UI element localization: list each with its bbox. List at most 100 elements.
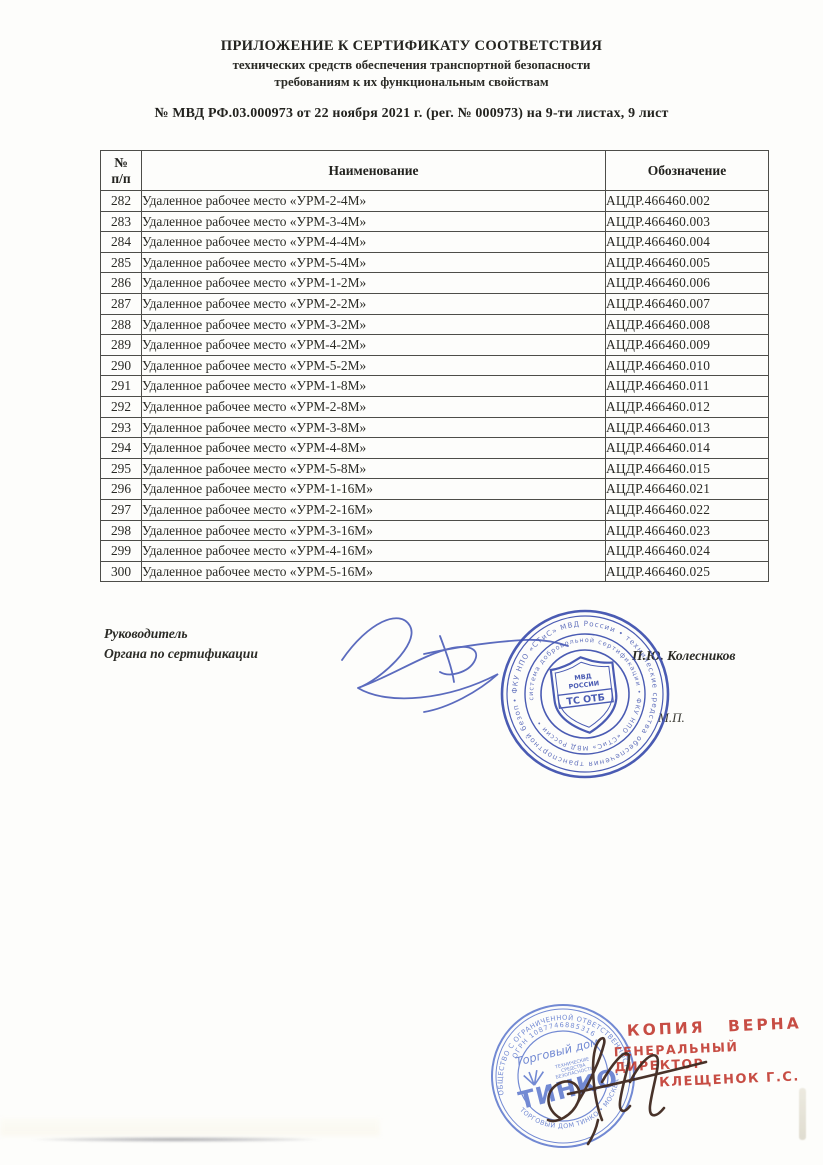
- row-number-cell: 300: [100, 560, 142, 583]
- column-header-num-line2: п/п: [111, 170, 131, 186]
- table-row: 300 Удаленное рабочее место «УРМ-5-16М» …: [100, 560, 769, 583]
- row-number-cell: 284: [100, 231, 142, 253]
- row-name-cell: Удаленное рабочее место «УРМ-1-8М»: [141, 375, 606, 397]
- role-label-line1: Руководитель: [104, 626, 188, 641]
- scan-tint-artifact: [0, 1118, 380, 1136]
- equipment-table: № п/п Наименование Обозначение 282 Удале…: [100, 150, 769, 583]
- table-row: 294 Удаленное рабочее место «УРМ-4-8М» А…: [100, 437, 769, 459]
- row-name-cell: Удаленное рабочее место «УРМ-5-2М»: [141, 354, 606, 377]
- stamp-shield-mid-text: РОССИИ: [568, 679, 599, 691]
- table-row: 286 Удаленное рабочее место «УРМ-1-2М» А…: [100, 272, 769, 294]
- row-designation-cell: АЦДР.466460.011: [605, 375, 769, 397]
- row-number-cell: 285: [100, 251, 142, 274]
- stamp-shield: МВД РОССИИ ТС ОТБ: [549, 656, 618, 734]
- table-row: 282 Удаленное рабочее место «УРМ-2-4М» А…: [100, 190, 769, 212]
- table-body: 282 Удаленное рабочее место «УРМ-2-4М» А…: [100, 190, 769, 583]
- row-designation-cell: АЦДР.466460.024: [605, 540, 769, 562]
- table-row: 295 Удаленное рабочее место «УРМ-5-8М» А…: [100, 457, 769, 480]
- row-number-cell: 283: [100, 210, 142, 233]
- column-header-num-line1: №: [114, 154, 128, 170]
- table-row: 287 Удаленное рабочее место «УРМ-2-2М» А…: [100, 292, 769, 315]
- row-name-cell: Удаленное рабочее место «УРМ-5-16М»: [141, 560, 606, 583]
- table-row: 285 Удаленное рабочее место «УРМ-5-4М» А…: [100, 251, 769, 274]
- row-name-cell: Удаленное рабочее место «УРМ-2-8М»: [141, 395, 606, 418]
- row-name-cell: Удаленное рабочее место «УРМ-5-4М»: [141, 251, 606, 274]
- row-number-cell: 292: [100, 395, 142, 418]
- tinko-logo-rays-icon: [523, 1070, 545, 1086]
- row-designation-cell: АЦДР.466460.025: [605, 560, 769, 583]
- row-designation-cell: АЦДР.466460.009: [605, 334, 769, 356]
- row-number-cell: 299: [100, 540, 142, 562]
- row-designation-cell: АЦДР.466460.002: [605, 190, 769, 212]
- page-subtitle-2: требованиям к их функциональным свойства…: [274, 75, 549, 89]
- table-row: 284 Удаленное рабочее место «УРМ-4-4М» А…: [100, 231, 769, 253]
- row-designation-cell: АЦДР.466460.004: [605, 231, 769, 253]
- table-row: 288 Удаленное рабочее место «УРМ-3-2М» А…: [100, 313, 769, 336]
- mvd-certification-stamp: • ФКУ НПО «СТиС» МВД России • технически…: [500, 609, 670, 779]
- row-designation-cell: АЦДР.466460.003: [605, 210, 769, 233]
- row-designation-cell: АЦДР.466460.022: [605, 498, 769, 521]
- table-row: 289 Удаленное рабочее место «УРМ-4-2М» А…: [100, 334, 769, 356]
- page-title: ПРИЛОЖЕНИЕ К СЕРТИФИКАТУ СООТВЕТСТВИЯ: [220, 38, 603, 54]
- stamp-shield-band-text: ТС ОТБ: [566, 692, 606, 708]
- row-number-cell: 298: [100, 519, 142, 542]
- row-name-cell: Удаленное рабочее место «УРМ-2-2М»: [141, 292, 606, 315]
- row-designation-cell: АЦДР.466460.007: [605, 292, 769, 315]
- row-number-cell: 293: [100, 416, 142, 439]
- row-name-cell: Удаленное рабочее место «УРМ-4-8М»: [141, 437, 606, 459]
- row-number-cell: 290: [100, 354, 142, 377]
- stamp-shield-top-text: МВД: [574, 672, 592, 682]
- row-name-cell: Удаленное рабочее место «УРМ-2-16М»: [141, 498, 606, 521]
- row-number-cell: 295: [100, 457, 142, 480]
- row-designation-cell: АЦДР.466460.008: [605, 313, 769, 336]
- table-row: 292 Удаленное рабочее место «УРМ-2-8М» А…: [100, 395, 769, 418]
- row-name-cell: Удаленное рабочее место «УРМ-2-4М»: [141, 190, 606, 212]
- row-designation-cell: АЦДР.466460.013: [605, 416, 769, 439]
- row-number-cell: 288: [100, 313, 142, 336]
- row-designation-cell: АЦДР.466460.021: [605, 478, 769, 500]
- director-signature: [546, 1036, 708, 1146]
- column-header-designation: Обозначение: [605, 150, 769, 191]
- scan-shadow-artifact: [0, 1136, 392, 1143]
- row-number-cell: 294: [100, 437, 142, 459]
- row-name-cell: Удаленное рабочее место «УРМ-3-2М»: [141, 313, 606, 336]
- row-number-cell: 289: [100, 334, 142, 356]
- certificate-number-line: № МВД РФ.03.000973 от 22 ноября 2021 г. …: [154, 106, 669, 121]
- row-name-cell: Удаленное рабочее место «УРМ-1-16М»: [141, 478, 606, 500]
- row-number-cell: 296: [100, 478, 142, 500]
- table-row: 290 Удаленное рабочее место «УРМ-5-2М» А…: [100, 354, 769, 377]
- scan-strip-artifact: [799, 1088, 806, 1140]
- table-row: 298 Удаленное рабочее место «УРМ-3-16М» …: [100, 519, 769, 542]
- row-name-cell: Удаленное рабочее место «УРМ-3-8М»: [141, 416, 606, 439]
- row-name-cell: Удаленное рабочее место «УРМ-5-8М»: [141, 457, 606, 480]
- row-number-cell: 291: [100, 375, 142, 397]
- table-row: 296 Удаленное рабочее место «УРМ-1-16М» …: [100, 478, 769, 500]
- row-designation-cell: АЦДР.466460.015: [605, 457, 769, 480]
- row-name-cell: Удаленное рабочее место «УРМ-4-16М»: [141, 540, 606, 562]
- row-designation-cell: АЦДР.466460.014: [605, 437, 769, 459]
- row-name-cell: Удаленное рабочее место «УРМ-4-2М»: [141, 334, 606, 356]
- row-name-cell: Удаленное рабочее место «УРМ-3-4М»: [141, 210, 606, 233]
- row-name-cell: Удаленное рабочее место «УРМ-1-2М»: [141, 272, 606, 294]
- column-header-num: № п/п: [100, 150, 142, 191]
- row-designation-cell: АЦДР.466460.005: [605, 251, 769, 274]
- table-header: № п/п Наименование Обозначение: [100, 150, 769, 191]
- table-row: 283 Удаленное рабочее место «УРМ-3-4М» А…: [100, 210, 769, 233]
- table-row: 297 Удаленное рабочее место «УРМ-2-16М» …: [100, 498, 769, 521]
- row-number-cell: 287: [100, 292, 142, 315]
- page-subtitle-1: технических средств обеспечения транспор…: [232, 58, 591, 72]
- row-designation-cell: АЦДР.466460.010: [605, 354, 769, 377]
- row-designation-cell: АЦДР.466460.023: [605, 519, 769, 542]
- row-number-cell: 282: [100, 190, 142, 212]
- role-label-line2: Органа по сертификации: [104, 646, 258, 661]
- row-number-cell: 286: [100, 272, 142, 294]
- row-name-cell: Удаленное рабочее место «УРМ-3-16М»: [141, 519, 606, 542]
- table-row: 291 Удаленное рабочее место «УРМ-1-8М» А…: [100, 375, 769, 397]
- row-name-cell: Удаленное рабочее место «УРМ-4-4М»: [141, 231, 606, 253]
- table-row: 293 Удаленное рабочее место «УРМ-3-8М» А…: [100, 416, 769, 439]
- row-designation-cell: АЦДР.466460.012: [605, 395, 769, 418]
- column-header-name: Наименование: [141, 150, 606, 191]
- row-designation-cell: АЦДР.466460.006: [605, 272, 769, 294]
- table-row: 299 Удаленное рабочее место «УРМ-4-16М» …: [100, 540, 769, 562]
